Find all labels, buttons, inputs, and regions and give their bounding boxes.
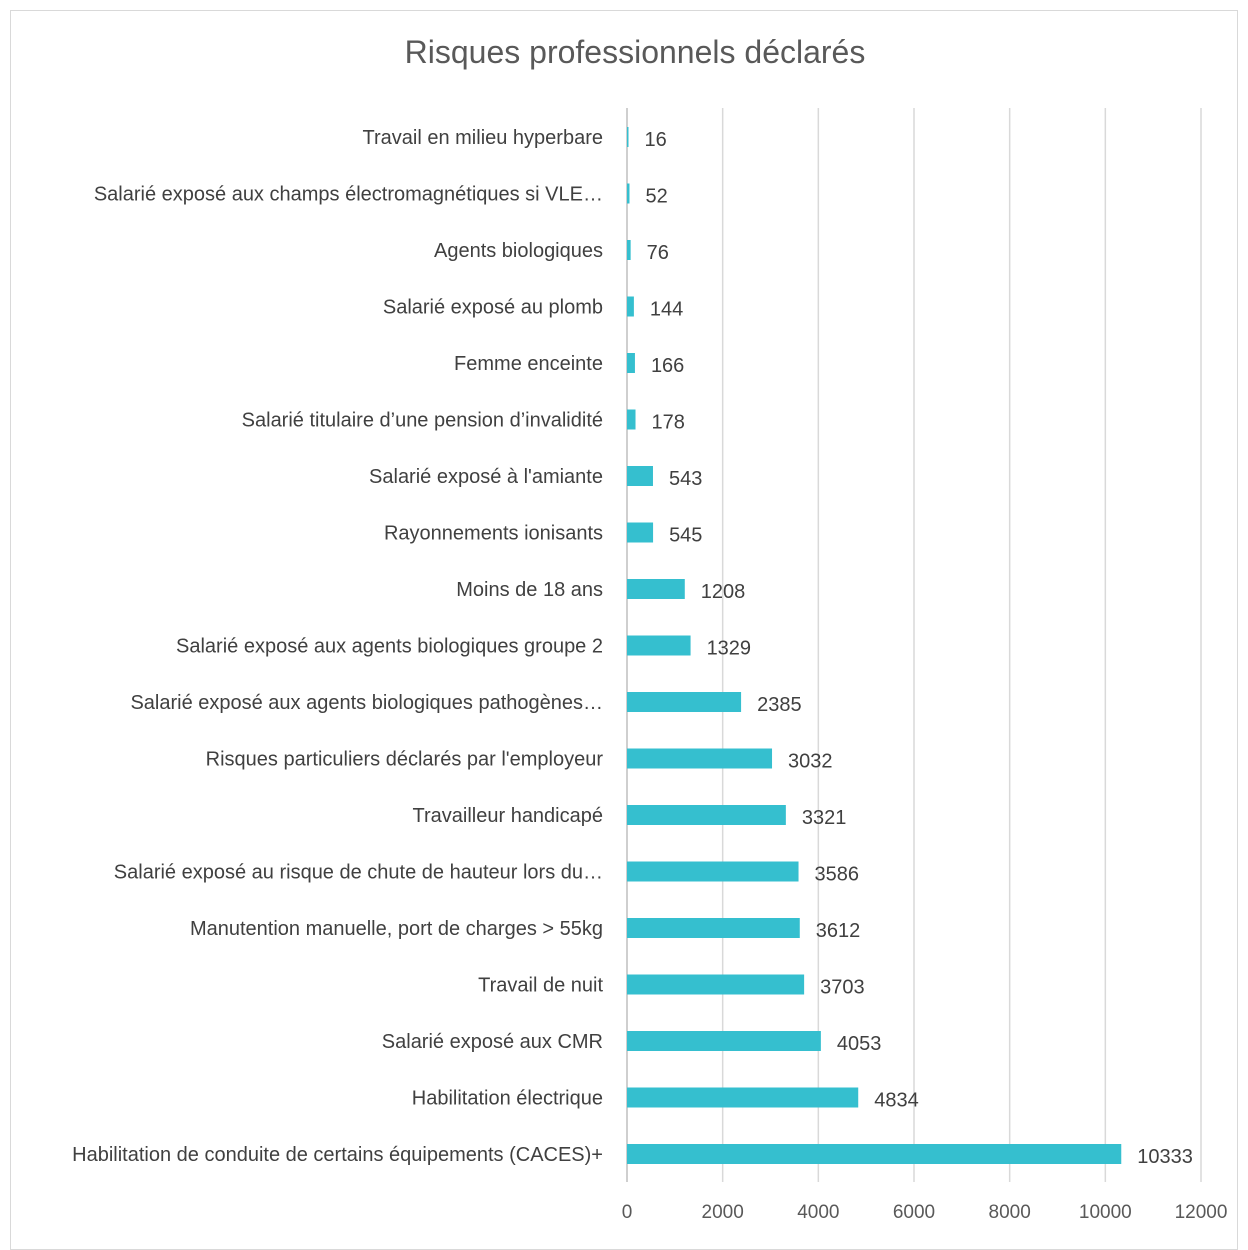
bar-5	[627, 353, 635, 373]
category-label-10: Salarié exposé aux agents biologiques gr…	[176, 636, 603, 658]
value-label-19: 10333	[1137, 1146, 1193, 1168]
bar-6	[627, 409, 636, 430]
value-label-2: 52	[645, 186, 667, 208]
bar-10	[627, 635, 691, 656]
bar-1	[627, 127, 629, 147]
bar-18	[627, 1087, 859, 1108]
bar-7	[627, 466, 653, 486]
x-tick-label-10000: 10000	[1079, 1202, 1132, 1223]
value-label-12: 3032	[788, 751, 833, 773]
category-label-9: Moins de 18 ans	[456, 579, 603, 601]
category-label-8: Rayonnements ionisants	[384, 523, 603, 545]
value-label-3: 76	[647, 242, 669, 264]
x-tick-label-0: 0	[622, 1202, 633, 1223]
category-label-19: Habilitation de conduite de certains équ…	[72, 1144, 603, 1166]
category-label-3: Agents biologiques	[434, 240, 603, 262]
value-labels: 16 52 76 144 166 178 543 545 1208 1329 2385 3032 332…	[645, 129, 1193, 1168]
value-label-7: 543	[669, 468, 702, 490]
x-tick-label-8000: 8000	[989, 1202, 1031, 1223]
bar-19	[627, 1144, 1122, 1164]
category-labels: Travail en milieu hyperbare Salarié expos…	[72, 127, 603, 1166]
value-label-11: 2385	[757, 694, 802, 716]
category-label-13: Travailleur handicapé	[413, 805, 603, 827]
category-label-4: Salarié exposé au plomb	[383, 297, 603, 319]
value-label-15: 3612	[816, 920, 861, 942]
value-label-14: 3586	[815, 864, 860, 886]
x-axis-tick-labels: 0 2000 4000 6000 8000 10000 12000	[622, 1202, 1228, 1223]
bar-12	[627, 748, 773, 769]
value-label-10: 1329	[707, 638, 752, 660]
gridlines	[626, 108, 1202, 1182]
category-label-5: Femme enceinte	[454, 353, 603, 375]
value-label-17: 4053	[837, 1033, 882, 1055]
bar-8	[627, 522, 654, 543]
category-label-7: Salarié exposé à l'amiante	[369, 466, 603, 488]
chart-title: Risques professionnels déclarés	[405, 34, 866, 70]
category-label-11: Salarié exposé aux agents biologiques pa…	[130, 692, 603, 714]
bar-14	[627, 861, 799, 882]
chart-frame	[10, 10, 1238, 1250]
value-label-1: 16	[645, 129, 667, 151]
category-label-12: Risques particuliers déclarés par l'empl…	[206, 749, 604, 771]
bar-15	[627, 918, 800, 938]
category-label-2: Salarié exposé aux champs électromagnéti…	[94, 184, 603, 206]
value-label-6: 178	[652, 412, 685, 434]
x-tick-label-4000: 4000	[797, 1202, 839, 1223]
bar-2	[627, 183, 630, 204]
category-label-16: Travail de nuit	[478, 975, 603, 997]
value-label-16: 3703	[820, 977, 865, 999]
bar-16	[627, 974, 805, 995]
value-label-5: 166	[651, 355, 684, 377]
value-label-4: 144	[650, 299, 683, 321]
bar-9	[627, 579, 685, 599]
bar-3	[627, 240, 631, 260]
category-label-17: Salarié exposé aux CMR	[382, 1031, 603, 1053]
bar-11	[627, 692, 742, 712]
value-label-18: 4834	[874, 1090, 919, 1112]
bar-17	[627, 1031, 821, 1051]
value-label-9: 1208	[701, 581, 746, 603]
category-label-15: Manutention manuelle, port de charges > …	[190, 918, 603, 940]
value-label-8: 545	[669, 525, 702, 547]
bars	[627, 127, 1122, 1164]
value-label-13: 3321	[802, 807, 847, 829]
x-tick-label-2000: 2000	[702, 1202, 744, 1223]
bar-13	[627, 805, 786, 825]
x-tick-label-12000: 12000	[1175, 1202, 1228, 1223]
category-label-14: Salarié exposé au risque de chute de hau…	[114, 862, 603, 884]
category-label-1: Travail en milieu hyperbare	[363, 127, 603, 149]
x-tick-label-6000: 6000	[893, 1202, 935, 1223]
bar-4	[627, 296, 634, 317]
category-label-6: Salarié titulaire d’une pension d’invali…	[242, 410, 603, 432]
category-label-18: Habilitation électrique	[412, 1088, 603, 1110]
